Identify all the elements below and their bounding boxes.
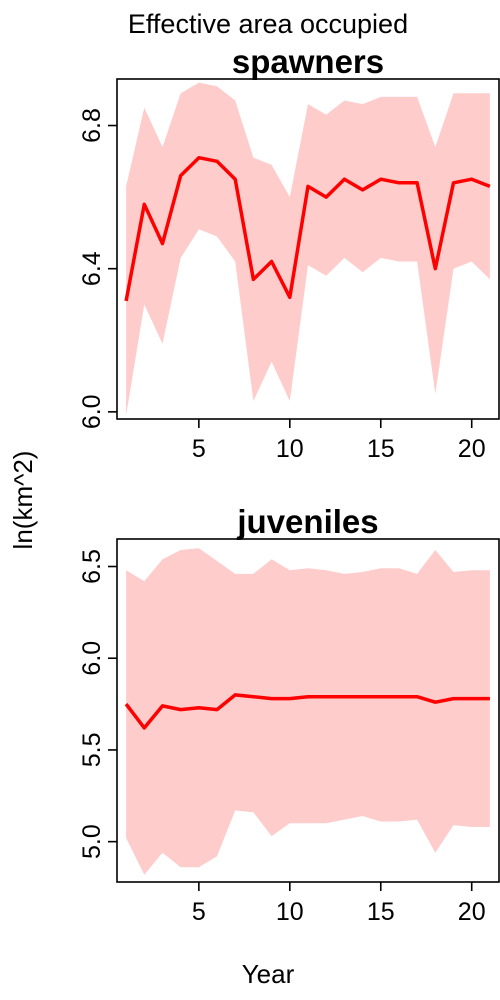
y-tick-label: 5.0 [78, 824, 106, 859]
y-axis-label: ln(km^2) [8, 451, 38, 550]
x-tick-label: 10 [276, 435, 304, 463]
y-tick-label: 5.5 [78, 733, 106, 768]
panel-title: juveniles [236, 503, 378, 540]
x-tick-label: 20 [458, 898, 486, 926]
panel-spawners: 5 10 15 20 6.0 6.4 6.8 spawners [78, 43, 500, 463]
y-tick-label: 6.5 [78, 549, 106, 584]
x-tick-label: 20 [458, 435, 486, 463]
y-tick-label: 6.0 [78, 641, 106, 676]
plot-frame [116, 538, 500, 883]
estimate-line [124, 693, 490, 730]
page-title: Effective area occupied [128, 9, 408, 39]
estimate-line [124, 155, 491, 302]
x-tick-label: 10 [276, 898, 304, 926]
x-tick-label: 15 [367, 435, 395, 463]
confidence-band [126, 82, 490, 416]
x-axis-label: Year [242, 959, 295, 989]
x-tick-label: 15 [367, 898, 395, 926]
x-tick-label: 5 [192, 898, 206, 926]
y-tick-label: 6.4 [78, 251, 106, 286]
x-tick-label: 5 [192, 435, 206, 463]
plot-frame [116, 78, 500, 420]
panel-title: spawners [232, 43, 384, 80]
y-tick-label: 6.8 [78, 108, 106, 143]
y-tick-label: 6.0 [78, 394, 106, 429]
confidence-band [126, 548, 490, 875]
panel-juveniles: 5 10 15 20 5.0 5.5 6.0 6.5 juveniles [78, 503, 500, 926]
